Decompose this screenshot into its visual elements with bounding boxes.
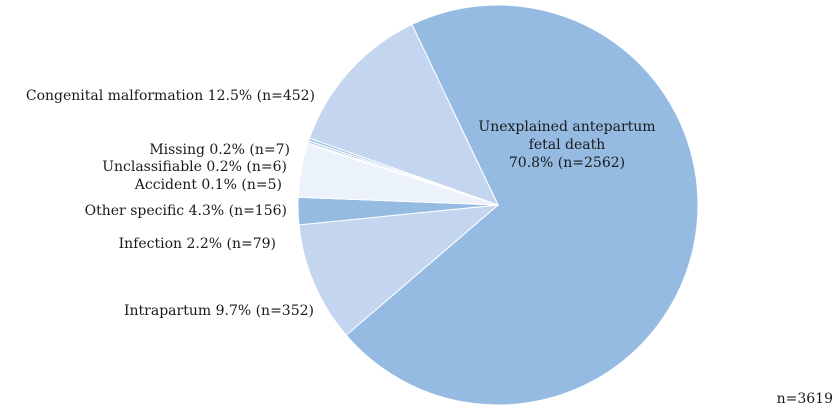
slice-label-other-specific: Other specific 4.3% (n=156) — [85, 203, 287, 219]
pie-slice-intrapartum — [298, 204, 500, 336]
pie-slice-congenital-malformation — [308, 23, 499, 206]
slice-label-intrapartum: Intrapartum 9.7% (n=352) — [124, 303, 314, 319]
pie-slice-unexplained-antepartum-fetal-death — [345, 4, 699, 406]
slice-label-unexplained-line2: fetal death — [529, 137, 606, 153]
slice-label-unclassifiable: Unclassifiable 0.2% (n=6) — [102, 159, 287, 175]
total-count-label: n=3619 — [777, 391, 833, 407]
slice-label-unexplained-line3: 70.8% (n=2562) — [509, 155, 625, 171]
slice-label-infection: Infection 2.2% (n=79) — [119, 236, 276, 252]
slice-label-unexplained-line1: Unexplained antepartum — [478, 119, 655, 135]
slice-label-accident: Accident 0.1% (n=5) — [134, 177, 282, 193]
pie-slices — [297, 4, 699, 406]
slice-label-congenital-malformation: Congenital malformation 12.5% (n=452) — [26, 88, 315, 104]
slice-label-missing: Missing 0.2% (n=7) — [149, 142, 290, 158]
